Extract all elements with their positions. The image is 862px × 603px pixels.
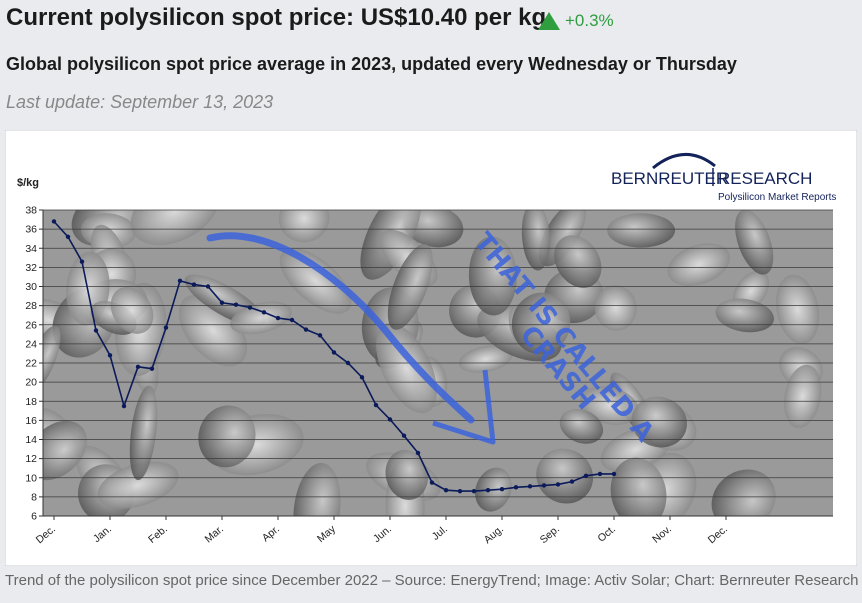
data-point (583, 473, 589, 479)
crash-arrow (206, 232, 496, 445)
data-point (317, 333, 323, 338)
data-point (191, 282, 197, 287)
chart-caption: Trend of the polysilicon spot price sinc… (5, 572, 859, 589)
data-point (541, 483, 547, 488)
price-change-value: +0.3% (565, 11, 614, 30)
y-tick-label: 34 (25, 243, 37, 255)
data-point (485, 487, 491, 493)
y-tick-label: 30 (25, 281, 37, 293)
y-tick-label: 10 (25, 472, 37, 484)
y-tick-label: 20 (25, 377, 37, 389)
data-point (359, 375, 365, 380)
data-point (513, 485, 519, 490)
data-point (499, 487, 505, 492)
page-title: Current polysilicon spot price: US$10.40… (6, 4, 547, 31)
page-subtitle: Global polysilicon spot price average in… (6, 54, 737, 74)
data-point (163, 325, 169, 330)
data-point (149, 366, 155, 371)
y-tick-label: 18 (25, 396, 37, 408)
y-tick-label: 12 (25, 453, 37, 465)
data-point (429, 480, 435, 485)
data-point (415, 450, 421, 456)
data-point (611, 471, 617, 477)
data-point (247, 305, 253, 310)
data-point (219, 300, 225, 305)
logo-tagline: Polysilicon Market Reports (718, 192, 836, 203)
logo-name-left: BERNREUTER (611, 169, 728, 188)
y-tick-label: 14 (25, 434, 37, 446)
data-point (233, 302, 239, 307)
logo: BERNREUTER RESEARCH Polysilicon Market R… (611, 153, 836, 203)
price-change: +0.3% (538, 10, 614, 32)
data-point (401, 433, 407, 438)
data-point (331, 350, 337, 355)
y-tick-label: 16 (25, 415, 37, 427)
triangle-up-icon (538, 12, 560, 30)
data-point (205, 284, 211, 289)
data-point (261, 310, 267, 315)
y-tick-label: 24 (25, 338, 37, 350)
data-point (121, 403, 127, 409)
grid-lines (43, 209, 833, 517)
y-tick-label: 32 (25, 262, 37, 274)
y-tick-label: 28 (25, 300, 37, 312)
data-point (457, 488, 463, 494)
data-point (79, 259, 85, 264)
data-point (373, 402, 379, 408)
data-point (135, 364, 141, 370)
y-tick-label: 6 (31, 511, 37, 523)
logo-name-right: RESEARCH (718, 169, 812, 188)
data-point (289, 317, 295, 323)
data-point (471, 488, 477, 494)
price-series (51, 219, 617, 494)
data-point (443, 487, 449, 493)
last-update: Last update: September 13, 2023 (6, 92, 274, 112)
data-point (527, 484, 533, 489)
data-point (303, 327, 309, 332)
y-tick-label: 22 (25, 358, 37, 370)
data-point (345, 360, 351, 366)
data-point (177, 278, 183, 283)
data-point (107, 353, 113, 358)
y-tick-label: 8 (31, 491, 37, 503)
data-point (555, 482, 561, 487)
y-tick-label: 26 (25, 319, 37, 331)
y-axis-label: $/kg (17, 177, 39, 189)
background-image (43, 210, 833, 516)
data-point (387, 417, 393, 422)
data-point (569, 479, 575, 484)
y-axis-ticks: 6 8 10 12 14 16 18 20 22 24 26 28 30 32 34 36 38 (25, 205, 43, 523)
data-point (275, 315, 281, 321)
y-tick-label: 38 (25, 205, 37, 217)
y-tick-label: 36 (25, 224, 37, 236)
data-point (597, 471, 603, 477)
data-point (93, 328, 99, 333)
data-point (51, 219, 57, 224)
data-point (65, 234, 71, 239)
